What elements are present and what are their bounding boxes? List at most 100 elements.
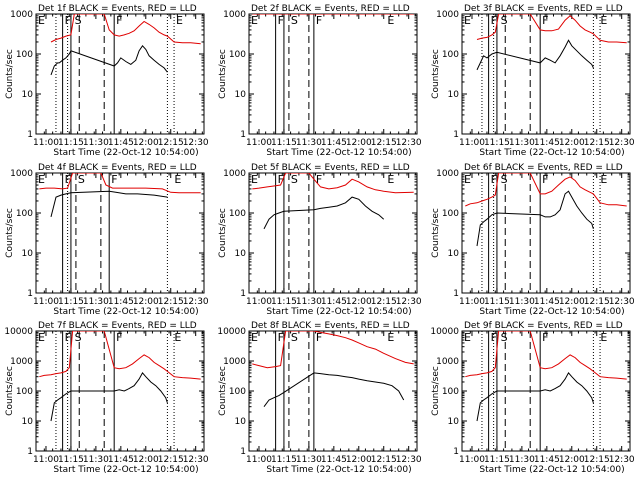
x-tick-label: 11:15 — [58, 297, 84, 307]
x-tick-label: 11:30 — [83, 138, 109, 148]
lld-series-line — [50, 14, 201, 45]
x-tick-label: 12:30 — [609, 297, 635, 307]
x-tick-label: 11:30 — [509, 455, 535, 465]
x-tick-label: 11:15 — [484, 138, 510, 148]
x-tick-label: 12:15 — [584, 138, 610, 148]
y-tick-label: 10000 — [4, 327, 33, 337]
y-tick-label: 1000 — [436, 169, 459, 179]
x-tick-label: 11:00 — [246, 138, 272, 148]
x-tick-label: 11:45 — [534, 455, 560, 465]
x-tick-label: 11:15 — [58, 138, 84, 148]
x-tick-label: 12:30 — [396, 138, 422, 148]
x-tick-label: 11:45 — [534, 138, 560, 148]
x-tick-label: 11:00 — [459, 297, 485, 307]
x-tick-label: 12:15 — [371, 297, 397, 307]
detector-panel: Det 2f BLACK = Events, RED = LLD 1 10 100 10… — [218, 4, 422, 158]
x-tick-label: 11:45 — [108, 297, 134, 307]
y-axis-label: Counts/sec — [431, 49, 441, 99]
x-tick-label: 12:15 — [158, 297, 184, 307]
region-marker: E — [174, 173, 181, 186]
lld-series-line — [465, 173, 627, 207]
x-tick-label: 11:15 — [271, 138, 297, 148]
y-tick-label: 10 — [235, 417, 247, 427]
events-series-line — [476, 39, 594, 71]
y-tick-label: 1000 — [436, 10, 459, 20]
x-tick-label: 12:00 — [346, 138, 372, 148]
region-marker: F — [111, 173, 117, 186]
x-tick-label: 12:00 — [559, 455, 585, 465]
y-tick-label: 100 — [229, 209, 246, 219]
y-tick-label: 10 — [235, 90, 247, 100]
panel-title: Det 2f BLACK = Events, RED = LLD — [251, 4, 410, 14]
region-marker: E — [387, 173, 394, 186]
x-tick-label: 12:00 — [559, 297, 585, 307]
y-tick-label: 100 — [442, 209, 459, 219]
x-axis-label: Start Time (22-Oct-12 10:54:00) — [266, 148, 411, 158]
y-tick-label: 100 — [16, 50, 33, 60]
region-marker: F — [316, 173, 322, 186]
x-tick-label: 12:15 — [584, 455, 610, 465]
region-marker: F — [316, 331, 322, 344]
panel-title: Det 1f BLACK = Events, RED = LLD — [38, 4, 197, 14]
x-tick-label: 11:00 — [33, 138, 59, 148]
plot-frame — [248, 330, 418, 452]
x-tick-label: 12:00 — [133, 138, 159, 148]
region-marker: F — [542, 331, 548, 344]
region-marker: E — [600, 331, 607, 344]
events-series-line — [50, 190, 168, 218]
region-marker: F — [491, 14, 497, 27]
x-tick-label: 12:15 — [371, 138, 397, 148]
plot-frame — [461, 13, 631, 135]
region-marker: E — [464, 14, 471, 27]
x-axis-label: Start Time (22-Oct-12 10:54:00) — [266, 465, 411, 475]
x-tick-label: 11:30 — [296, 138, 322, 148]
panel-title: Det 9f BLACK = Events, RED = LLD — [464, 321, 623, 331]
y-tick-label: 1 — [453, 289, 459, 299]
x-axis-label: Start Time (22-Oct-12 10:54:00) — [266, 307, 411, 317]
y-tick-label: 10 — [22, 90, 34, 100]
region-marker: F — [278, 14, 284, 27]
x-tick-label: 11:45 — [534, 297, 560, 307]
detector-panel: Det 1f BLACK = Events, RED = LLD 1 10 100 10… — [5, 4, 209, 158]
panel-title: Det 7f BLACK = Events, RED = LLD — [38, 321, 197, 331]
region-marker: E — [38, 173, 45, 186]
x-tick-label: 11:30 — [83, 297, 109, 307]
panel-title: Det 5f BLACK = Events, RED = LLD — [251, 163, 410, 173]
x-tick-label: 11:30 — [509, 138, 535, 148]
x-tick-label: 11:00 — [246, 297, 272, 307]
y-axis-label: Counts/sec — [218, 49, 228, 99]
y-tick-label: 10 — [22, 249, 34, 259]
y-tick-label: 1 — [27, 289, 33, 299]
y-tick-label: 100 — [16, 209, 33, 219]
y-tick-label: 10 — [22, 417, 34, 427]
region-marker: F — [491, 173, 497, 186]
region-marker: F — [116, 14, 122, 27]
detector-panel: Det 5f BLACK = Events, RED = LLD 1 10 100 10… — [218, 163, 422, 317]
y-tick-label: 1 — [240, 447, 246, 457]
region-marker: E — [251, 331, 258, 344]
panel-title: Det 3f BLACK = Events, RED = LLD — [464, 4, 623, 14]
y-tick-label: 10 — [448, 90, 460, 100]
y-axis-label: Counts/sec — [431, 366, 441, 416]
region-marker: E — [600, 14, 607, 27]
x-axis-label: Start Time (22-Oct-12 10:54:00) — [479, 148, 624, 158]
y-tick-label: 100 — [229, 387, 246, 397]
region-marker: E — [176, 14, 183, 27]
region-marker: E — [600, 173, 607, 186]
x-tick-label: 12:00 — [346, 455, 372, 465]
detector-panel: Det 3f BLACK = Events, RED = LLD 1 10 100 10… — [431, 4, 635, 158]
region-marker: F — [542, 14, 548, 27]
x-tick-label: 12:00 — [133, 455, 159, 465]
y-tick-label: 100 — [442, 387, 459, 397]
x-tick-label: 12:30 — [183, 297, 209, 307]
x-tick-label: 12:15 — [584, 297, 610, 307]
lld-series-line — [39, 173, 201, 194]
y-tick-label: 1000 — [10, 357, 33, 367]
y-tick-label: 10 — [448, 249, 460, 259]
x-tick-label: 12:15 — [371, 455, 397, 465]
events-series-line — [476, 190, 594, 247]
x-tick-label: 12:30 — [183, 138, 209, 148]
events-series-line — [263, 372, 405, 407]
y-tick-label: 1 — [453, 130, 459, 140]
